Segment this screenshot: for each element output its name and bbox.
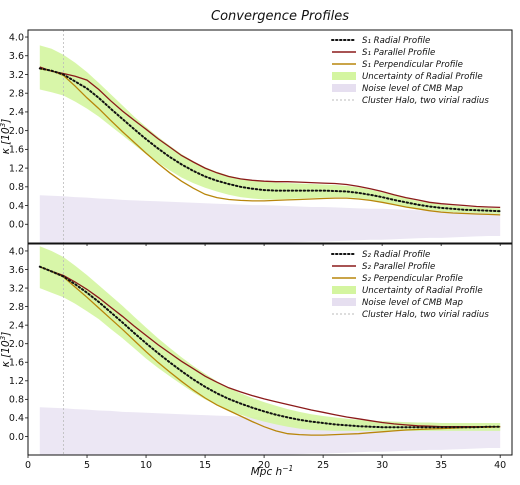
bottom-legend-label: Cluster Halo, two virial radius <box>362 310 489 320</box>
bottom-xtick-label: 30 <box>376 460 388 471</box>
bottom-xtick-label: 0 <box>25 460 31 471</box>
top-series-radial-line <box>38 67 502 213</box>
bottom-legend: S₂ Radial Profile S₂ Parallel Profile S₂ P… <box>331 250 489 320</box>
top-ytick-label: 1.6 <box>9 145 24 156</box>
x-axis-label: Mpc h−1 <box>251 464 294 478</box>
top-ytick-label: 4.0 <box>9 32 24 43</box>
bottom-ytick-label: 0.4 <box>9 413 24 424</box>
bottom-ytick-label: 4.0 <box>9 246 24 257</box>
top-legend-label: S₁ Radial Profile <box>362 36 430 46</box>
bottom-ytick-label: 3.2 <box>9 283 24 294</box>
top-noise-band <box>39 195 501 243</box>
bottom-xtick-label: 15 <box>199 460 211 471</box>
top-legend-label: S₁ Perpendicular Profile <box>362 60 463 70</box>
top-series-parallel-line <box>39 66 501 209</box>
bottom-xtick-label: 20 <box>258 460 270 471</box>
top-legend: S₁ Radial Profile S₁ Parallel Profile S₁ P… <box>331 36 489 106</box>
top-ytick-label: 2.8 <box>9 88 24 99</box>
bottom-series-perpendicular-line <box>39 266 501 436</box>
top-ytick-label: 0.8 <box>9 182 24 193</box>
top-legend-swatch-noise <box>332 84 356 92</box>
top-legend-label: S₁ Parallel Profile <box>362 48 435 58</box>
bottom-legend-label: S₂ Radial Profile <box>362 250 430 260</box>
bottom-xtick-label: 40 <box>494 460 506 471</box>
top-uncertainty-band <box>39 45 501 215</box>
bottom-ytick-label: 1.2 <box>9 376 24 387</box>
top-ytick-label: 0.4 <box>9 201 24 212</box>
bottom-series-radial-line <box>38 265 502 429</box>
bottom-xtick-label: 10 <box>140 460 152 471</box>
top-ytick-label: 3.6 <box>9 51 24 62</box>
bottom-y-axis-label: κ [103] <box>0 332 12 368</box>
bottom-series-parallel-line <box>39 266 501 428</box>
top-ytick-label: 2.0 <box>9 126 24 137</box>
bottom-xtick-label: 5 <box>84 460 90 471</box>
bottom-ytick-label: 2.0 <box>9 339 24 350</box>
top-plot-area <box>38 30 502 243</box>
bottom-legend-swatch-uncertainty <box>332 286 356 294</box>
bottom-legend-label: S₂ Parallel Profile <box>362 262 435 272</box>
bottom-ytick-label: 2.4 <box>9 320 24 331</box>
bottom-plot-area <box>38 244 502 455</box>
top-ytick-label: 1.2 <box>9 163 24 174</box>
bottom-ytick-label: 0.0 <box>9 432 24 443</box>
top-ytick-label: 3.2 <box>9 70 24 81</box>
bottom-ytick-label: 0.8 <box>9 395 24 406</box>
bottom-frame <box>27 243 513 456</box>
bottom-ytick-label: 2.8 <box>9 302 24 313</box>
top-legend-label: Noise level of CMB Map <box>362 84 463 94</box>
bottom-legend-swatch-noise <box>332 298 356 306</box>
top-ytick-label: 2.4 <box>9 107 24 118</box>
bottom-legend-label: Uncertainty of Radial Profile <box>362 286 483 296</box>
bottom-legend-label: Noise level of CMB Map <box>362 298 463 308</box>
top-y-axis-label: κ [103] <box>0 119 12 155</box>
bottom-noise-band <box>39 407 501 455</box>
top-frame <box>27 29 513 244</box>
bottom-panel: 0.0 0.4 0.8 1.2 1.6 2.0 2.4 2.8 3.2 3.6 4.0 0 5 10 15 2… <box>0 243 513 471</box>
top-series-perpendicular-line <box>39 68 501 216</box>
bottom-ytick-label: 3.6 <box>9 265 24 276</box>
top-legend-swatch-uncertainty <box>332 72 356 80</box>
top-ytick-label: 0.0 <box>9 220 24 231</box>
top-legend-label: Uncertainty of Radial Profile <box>362 72 483 82</box>
bottom-ytick-label: 1.6 <box>9 358 24 369</box>
figure-title: Convergence Profiles <box>211 9 349 24</box>
bottom-xtick-label: 35 <box>435 460 447 471</box>
bottom-xtick-label: 25 <box>317 460 329 471</box>
top-legend-label: Cluster Halo, two virial radius <box>362 96 489 106</box>
top-panel: 0.0 0.4 0.8 1.2 1.6 2.0 2.4 2.8 3.2 3.6 4.0 κ [103]… <box>0 29 513 246</box>
bottom-legend-label: S₂ Perpendicular Profile <box>362 274 463 284</box>
